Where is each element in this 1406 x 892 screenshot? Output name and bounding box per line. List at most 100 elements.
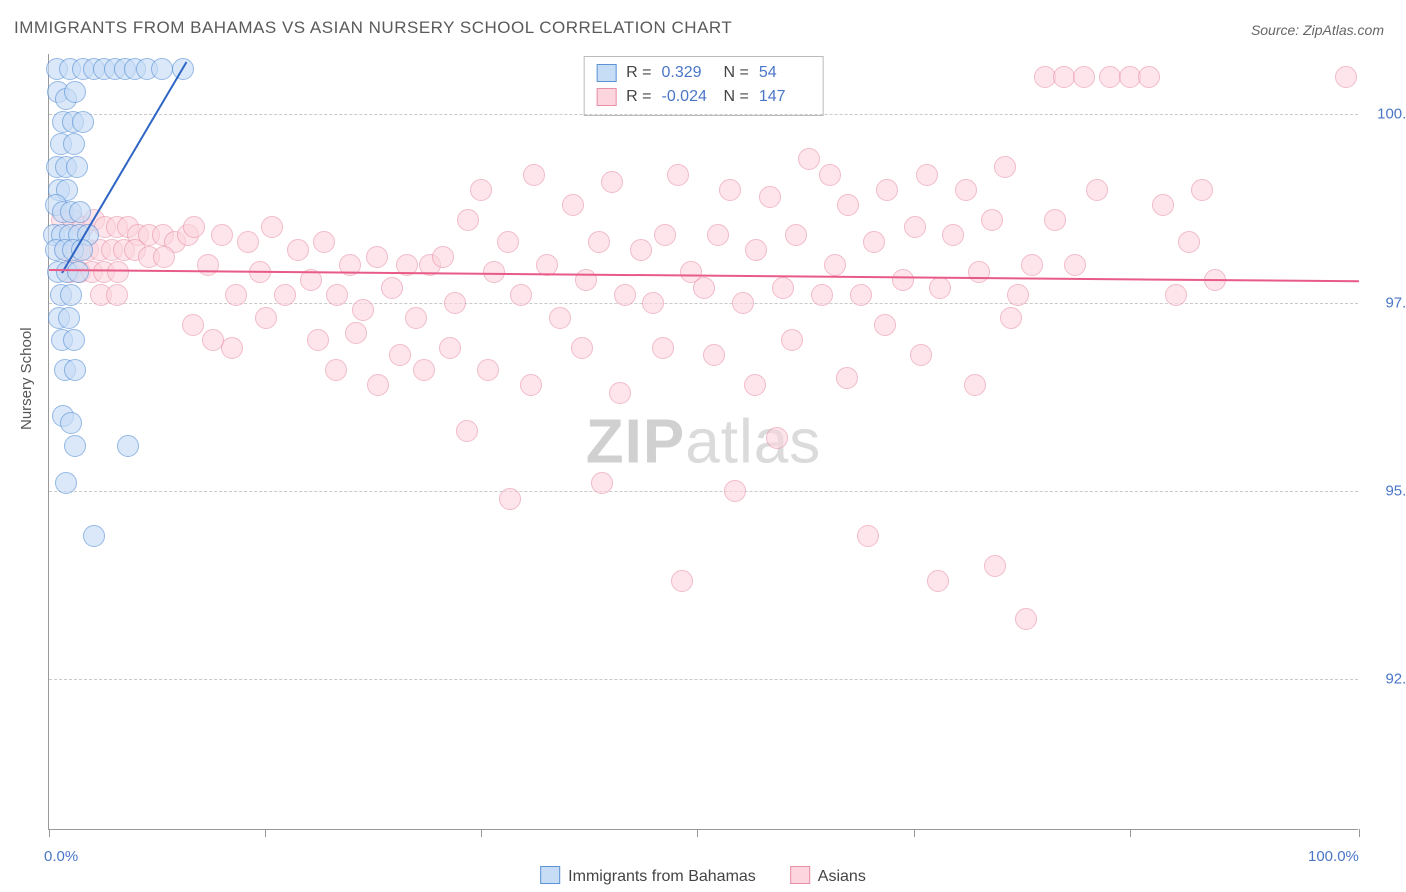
data-point-asians bbox=[671, 570, 693, 592]
gridline-h bbox=[49, 491, 1358, 492]
data-point-asians bbox=[588, 231, 610, 253]
gridline-h bbox=[49, 679, 1358, 680]
data-point-asians bbox=[601, 171, 623, 193]
data-point-asians bbox=[389, 344, 411, 366]
data-point-bahamas bbox=[55, 472, 77, 494]
data-point-asians bbox=[497, 231, 519, 253]
data-point-asians bbox=[798, 148, 820, 170]
data-point-asians bbox=[916, 164, 938, 186]
legend-label: Immigrants from Bahamas bbox=[568, 868, 756, 885]
legend-n-label: N = bbox=[724, 61, 749, 85]
data-point-asians bbox=[1021, 254, 1043, 276]
data-point-asians bbox=[153, 246, 175, 268]
data-point-asians bbox=[929, 277, 951, 299]
data-point-asians bbox=[1015, 608, 1037, 630]
data-point-asians bbox=[642, 292, 664, 314]
data-point-asians bbox=[381, 277, 403, 299]
x-axis-tick bbox=[481, 829, 482, 837]
data-point-asians bbox=[325, 359, 347, 381]
data-point-asians bbox=[910, 344, 932, 366]
data-point-asians bbox=[667, 164, 689, 186]
data-point-asians bbox=[1165, 284, 1187, 306]
data-point-asians bbox=[432, 246, 454, 268]
data-point-asians bbox=[549, 307, 571, 329]
data-point-asians bbox=[781, 329, 803, 351]
source-label: Source: bbox=[1251, 22, 1299, 38]
data-point-asians bbox=[1138, 66, 1160, 88]
data-point-bahamas bbox=[67, 261, 89, 283]
data-point-asians bbox=[571, 337, 593, 359]
data-point-asians bbox=[562, 194, 584, 216]
x-axis-tick-first: 0.0% bbox=[44, 848, 78, 865]
watermark-zip: ZIP bbox=[586, 407, 685, 476]
data-point-asians bbox=[255, 307, 277, 329]
legend-r-value-asians: -0.024 bbox=[662, 85, 714, 109]
legend-row-bahamas: R = 0.329 N = 54 bbox=[596, 61, 811, 85]
data-point-asians bbox=[211, 224, 233, 246]
data-point-asians bbox=[981, 209, 1003, 231]
data-point-asians bbox=[221, 337, 243, 359]
data-point-bahamas bbox=[72, 111, 94, 133]
data-point-asians bbox=[857, 525, 879, 547]
data-point-asians bbox=[575, 269, 597, 291]
data-point-bahamas bbox=[151, 58, 173, 80]
data-point-asians bbox=[326, 284, 348, 306]
data-point-bahamas bbox=[66, 156, 88, 178]
data-point-asians bbox=[745, 239, 767, 261]
data-point-asians bbox=[719, 179, 741, 201]
y-axis-label: Nursery School bbox=[18, 327, 35, 430]
data-point-bahamas bbox=[60, 412, 82, 434]
data-point-asians bbox=[197, 254, 219, 276]
y-axis-tick-label: 95.0% bbox=[1368, 482, 1406, 499]
legend-r-value-bahamas: 0.329 bbox=[662, 61, 714, 85]
legend-label: Asians bbox=[818, 868, 866, 885]
data-point-bahamas bbox=[63, 133, 85, 155]
data-point-asians bbox=[183, 216, 205, 238]
data-point-asians bbox=[811, 284, 833, 306]
data-point-asians bbox=[182, 314, 204, 336]
data-point-asians bbox=[824, 254, 846, 276]
data-point-asians bbox=[520, 374, 542, 396]
source-attribution: Source: ZipAtlas.com bbox=[1251, 22, 1384, 38]
data-point-bahamas bbox=[69, 201, 91, 223]
data-point-asians bbox=[287, 239, 309, 261]
legend-item-asians: Asians bbox=[790, 866, 866, 886]
data-point-asians bbox=[1044, 209, 1066, 231]
x-axis-tick bbox=[1130, 829, 1131, 837]
scatter-plot-area: ZIPatlas R = 0.329 N = 54 R = -0.024 N =… bbox=[48, 54, 1358, 830]
x-axis-tick bbox=[697, 829, 698, 837]
data-point-asians bbox=[724, 480, 746, 502]
data-point-asians bbox=[819, 164, 841, 186]
data-point-asians bbox=[892, 269, 914, 291]
data-point-asians bbox=[439, 337, 461, 359]
data-point-asians bbox=[955, 179, 977, 201]
data-point-asians bbox=[1191, 179, 1213, 201]
legend-n-label: N = bbox=[724, 85, 749, 109]
legend-n-value-bahamas: 54 bbox=[759, 61, 811, 85]
data-point-asians bbox=[654, 224, 676, 246]
data-point-asians bbox=[307, 329, 329, 351]
data-point-asians bbox=[456, 420, 478, 442]
correlation-legend: R = 0.329 N = 54 R = -0.024 N = 147 bbox=[583, 56, 824, 116]
data-point-bahamas bbox=[63, 329, 85, 351]
data-point-asians bbox=[1178, 231, 1200, 253]
data-point-asians bbox=[759, 186, 781, 208]
legend-swatch-icon bbox=[540, 866, 560, 884]
data-point-asians bbox=[630, 239, 652, 261]
data-point-asians bbox=[850, 284, 872, 306]
data-point-asians bbox=[202, 329, 224, 351]
x-axis-tick bbox=[1359, 829, 1360, 837]
data-point-asians bbox=[942, 224, 964, 246]
series-legend: Immigrants from Bahamas Asians bbox=[540, 866, 866, 886]
data-point-asians bbox=[261, 216, 283, 238]
data-point-asians bbox=[732, 292, 754, 314]
y-axis-tick-label: 92.5% bbox=[1368, 671, 1406, 688]
data-point-asians bbox=[703, 344, 725, 366]
data-point-asians bbox=[470, 179, 492, 201]
x-axis-tick bbox=[265, 829, 266, 837]
data-point-asians bbox=[413, 359, 435, 381]
data-point-asians bbox=[876, 179, 898, 201]
x-axis-tick bbox=[914, 829, 915, 837]
data-point-asians bbox=[609, 382, 631, 404]
data-point-asians bbox=[1007, 284, 1029, 306]
